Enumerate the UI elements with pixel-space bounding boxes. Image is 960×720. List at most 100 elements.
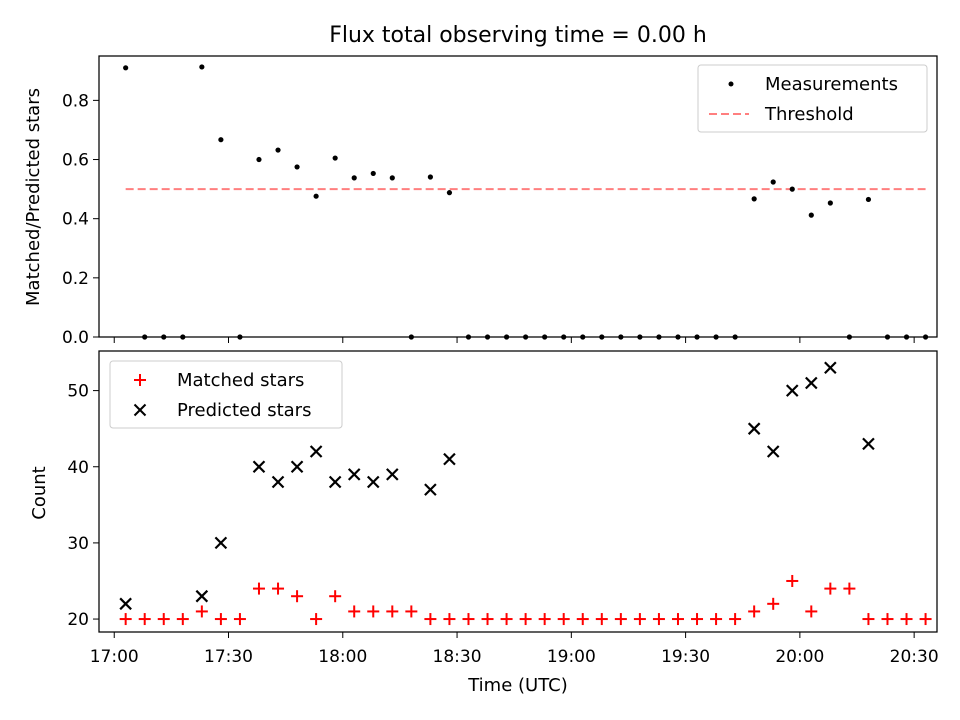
matched-star-point	[805, 605, 818, 618]
top-y-tick-label: 0.2	[62, 269, 89, 289]
measurement-point	[294, 164, 300, 170]
x-tick-label: 17:30	[204, 647, 253, 667]
matched-star-point	[272, 582, 285, 595]
x-tick-label: 17:00	[90, 647, 139, 667]
predicted-star-point	[443, 452, 456, 466]
predicted-star-point	[824, 361, 837, 375]
predicted-star-point	[747, 422, 761, 435]
bottom-x-axis: 17:00 17:30 18:00 18:30 19:00 19:30 20:00 20:30	[90, 632, 939, 667]
top-y-axis: 0.0 0.2 0.4 0.6 0.8	[62, 91, 99, 348]
bottom-plot-area	[119, 361, 932, 626]
legend-threshold-label: Threshold	[764, 104, 854, 125]
predicted-star-point	[290, 460, 304, 474]
legend-measurements-label: Measurements	[765, 74, 898, 95]
measurement-point	[256, 156, 262, 163]
top-y-tick-label: 0.0	[62, 328, 89, 348]
top-panel: 0.00.20.40.60.8 Matched/Predicted stars …	[23, 55, 938, 348]
matched-star-point	[329, 590, 342, 603]
measurement-point	[313, 193, 319, 199]
bottom-panel: 20 30 40 50 17:00 17:30 18:00 18:30 19:00 19:30 2…	[29, 350, 939, 696]
top-x-ticks	[113, 337, 915, 343]
top-y-axis-label: Matched/Predicted stars	[23, 88, 44, 306]
matched-star-point	[843, 582, 856, 595]
matched-star-point	[195, 605, 208, 618]
bottom-legend-box	[109, 360, 343, 429]
measurement-point	[332, 155, 338, 161]
x-tick-label: 19:30	[661, 647, 710, 667]
predicted-star-point	[328, 475, 342, 489]
measurement-point	[427, 174, 433, 180]
top-plot-area	[123, 64, 929, 340]
measurement-point	[389, 175, 395, 181]
legend-matched-label: Matched stars	[177, 370, 304, 391]
x-tick-label: 18:30	[433, 647, 482, 667]
predicted-star-point	[424, 483, 437, 496]
matched-star-point	[157, 613, 170, 626]
legend-measurements-marker	[728, 81, 734, 87]
matched-star-point	[652, 613, 665, 626]
matched-star-point	[671, 613, 684, 626]
matched-star-point	[252, 582, 265, 595]
measurement-point	[808, 212, 814, 218]
matched-star-point	[576, 613, 589, 626]
predicted-star-point	[271, 475, 285, 489]
bottom-y-tick-label: 20	[67, 610, 89, 630]
matched-star-point	[405, 605, 418, 618]
top-y-tick-label: 0.6	[62, 151, 89, 171]
measurement-point	[370, 170, 376, 177]
predicted-star-point	[386, 468, 399, 481]
matched-star-point	[386, 605, 399, 618]
top-y-tick-label: 0.4	[62, 210, 89, 230]
matched-star-point	[691, 613, 704, 626]
bottom-y-axis-label: Count	[29, 466, 50, 519]
matched-star-point	[519, 613, 532, 626]
matched-star-point	[500, 613, 513, 626]
bottom-y-tick-label: 30	[67, 534, 89, 554]
matched-star-point	[424, 613, 437, 626]
matched-star-point	[538, 613, 551, 626]
x-tick-label: 18:00	[318, 647, 367, 667]
top-legend: Measurements Threshold	[697, 64, 928, 133]
matched-star-point	[767, 597, 780, 610]
top-legend-box	[697, 64, 928, 133]
matched-star-point	[557, 613, 570, 626]
predicted-star-point	[195, 589, 209, 603]
matched-star-point	[176, 613, 189, 626]
bottom-axes-frame	[98, 350, 938, 633]
measurement-point	[199, 64, 205, 70]
predicted-star-point	[862, 437, 875, 451]
matched-star-point	[138, 613, 151, 626]
measurement-point	[218, 137, 224, 143]
measurement-point	[789, 186, 795, 192]
predicted-star-point	[309, 445, 323, 458]
matched-star-point	[881, 613, 894, 626]
measurement-point	[827, 200, 833, 206]
matched-star-point	[729, 613, 742, 626]
legend-matched-marker	[134, 374, 146, 386]
predicted-star-point	[119, 597, 132, 611]
matched-star-point	[214, 613, 227, 626]
measurement-point	[865, 196, 872, 203]
matched-star-point	[786, 574, 799, 587]
bottom-legend: Matched stars Predicted stars	[109, 360, 343, 429]
measurement-point	[446, 190, 453, 196]
predicted-star-point	[214, 536, 228, 550]
top-axes-frame	[98, 55, 938, 338]
legend-predicted-label: Predicted stars	[177, 400, 311, 421]
matched-star-point	[310, 613, 323, 626]
predicted-star-point	[805, 376, 818, 390]
chart-title: Flux total observing time = 0.00 h	[329, 23, 707, 48]
matched-star-point	[919, 613, 932, 626]
x-tick-label: 20:30	[890, 647, 939, 667]
matched-star-point	[367, 605, 380, 618]
predicted-star-point	[347, 468, 361, 481]
predicted-star-point	[366, 475, 380, 489]
matched-star-point	[462, 613, 475, 626]
x-axis-label: Time (UTC)	[467, 675, 568, 696]
bottom-y-tick-label: 40	[67, 458, 89, 478]
x-tick-label: 20:00	[775, 647, 824, 667]
matched-star-point	[862, 613, 875, 626]
predicted-star-point	[252, 460, 266, 474]
matched-star-point	[633, 613, 646, 626]
